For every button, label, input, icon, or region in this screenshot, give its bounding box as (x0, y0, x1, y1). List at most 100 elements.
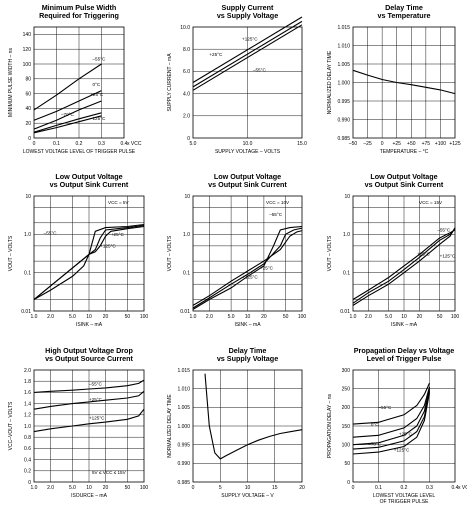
plot-frame (192, 369, 303, 483)
y-tick-label: 4.0 (183, 91, 190, 97)
condition-annotation: 5V ≤ VCC ≤ 15V (92, 470, 127, 475)
y-axis-label: VCC–VOUT – VOLTS (8, 401, 14, 450)
chart-title: vs Supply Voltage (217, 354, 278, 363)
y-tick-label: 1.005 (177, 405, 190, 411)
series-line (352, 382, 431, 425)
y-axis-label: NORMALIZED DELAY TIME (167, 394, 173, 458)
y-tick-label: 1.000 (177, 424, 190, 430)
series-label: +25°C (209, 52, 223, 57)
y-tick-label: 2.0 (24, 368, 31, 374)
x-tick-label: 10 (86, 485, 92, 491)
y-axis-label: VOUT – VOLTS (167, 235, 173, 271)
series-label: +125°C (394, 447, 410, 452)
y-tick-label: 1.0 (24, 424, 31, 430)
y-tick-label: 10 (184, 194, 190, 200)
y-tick-label: 1.010 (337, 43, 350, 49)
x-tick-label: 50 (125, 485, 131, 491)
y-tick-label: 200 (342, 405, 351, 411)
x-tick-label: 0.3 (426, 485, 433, 491)
y-axis-label: NORMALIZED DELAY TIME (327, 50, 333, 114)
series-label: –55°C (269, 212, 283, 217)
y-tick-label: 0.990 (337, 117, 350, 123)
series-line (192, 16, 303, 83)
series-line (192, 24, 303, 91)
series-label: 0°C (93, 82, 101, 87)
x-axis-label: OF TRIGGER PULSE (380, 499, 429, 505)
plot-frame (352, 26, 456, 139)
series-line (192, 230, 303, 306)
y-tick-label: 0 (347, 480, 350, 486)
plot-frame (352, 369, 456, 483)
series-label: +25°C (260, 266, 274, 271)
chart-title: vs Output Source Current (45, 354, 133, 363)
series-label: +25°C (89, 397, 103, 402)
x-axis-label: TEMPERATURE – °C (380, 149, 429, 155)
series-line (192, 227, 303, 309)
series-line (352, 228, 456, 304)
y-tick-label: 1.015 (177, 368, 190, 374)
x-tick-label: 0 (381, 141, 384, 147)
x-tick-label: 5.0 (190, 141, 197, 147)
x-tick-label: 100 (140, 314, 149, 320)
series-label: –55°C (379, 405, 393, 410)
x-tick-label: –25 (363, 141, 372, 147)
chart-title: vs Output Sink Current (208, 180, 287, 189)
x-tick-label: 10.0 (243, 141, 253, 147)
y-tick-label: 250 (342, 386, 351, 392)
chart-title: High Output Voltage Drop (45, 346, 133, 355)
x-tick-label: +100 (435, 141, 446, 147)
series-line (352, 69, 456, 95)
chart-title: Low Output Voltage (370, 172, 437, 181)
plot-frame (33, 195, 145, 312)
x-tick-label: 0.2 (401, 485, 408, 491)
y-tick-label: 10 (344, 194, 350, 200)
x-unit-label: x VCC (458, 485, 467, 491)
series-label: –55°C (44, 230, 58, 235)
x-tick-label: 15 (272, 485, 278, 491)
x-tick-label: 20 (261, 314, 267, 320)
y-tick-label: 80 (25, 77, 31, 83)
y-tick-label: 1.000 (337, 80, 350, 86)
plot-frame (33, 26, 125, 139)
chart-title: Minimum Pulse Width (42, 3, 117, 12)
chart-title: Level of Trigger Pulse (367, 354, 442, 363)
x-tick-label: 0.2 (76, 141, 83, 147)
y-tick-label: 2.0 (183, 114, 190, 120)
x-tick-label: 20 (417, 314, 423, 320)
y-tick-label: 0.2 (24, 469, 31, 475)
y-tick-label: 0.01 (340, 309, 350, 315)
x-tick-label: +25 (392, 141, 401, 147)
series-label: +25°C (111, 232, 125, 237)
series-line (352, 388, 431, 446)
y-tick-label: 1.015 (337, 25, 350, 31)
series-label: +125°C (242, 36, 258, 41)
chart-title: Propagation Delay vs Voltage (354, 346, 455, 355)
y-tick-label: 1.6 (24, 390, 31, 396)
chart-title: Low Output Voltage (55, 172, 122, 181)
x-tick-label: 5.0 (69, 485, 76, 491)
series-label: +125°C (440, 253, 456, 258)
x-axis-label: SUPPLY VOLTAGE – V (221, 493, 274, 499)
x-tick-label: 0.4 (121, 141, 128, 147)
x-tick-label: –50 (349, 141, 358, 147)
series-line (204, 373, 303, 460)
series-line (33, 115, 102, 134)
y-axis-label: PROPAGATION DELAY – ns (327, 393, 333, 458)
series-label: –55°C (253, 67, 267, 72)
series-line (33, 90, 102, 121)
x-tick-label: 20 (299, 485, 305, 491)
y-tick-label: 1.0 (183, 232, 190, 238)
y-tick-label: 0.995 (177, 442, 190, 448)
y-tick-label: 0.01 (180, 309, 190, 315)
y-tick-label: 1.010 (177, 386, 190, 392)
y-tick-label: 10 (25, 194, 31, 200)
condition-annotation: VCC = 15V (419, 200, 443, 205)
x-tick-label: 50 (125, 314, 131, 320)
series-label: –55°C (437, 227, 451, 232)
y-tick-label: 50 (344, 461, 350, 467)
x-tick-label: 50 (283, 314, 289, 320)
